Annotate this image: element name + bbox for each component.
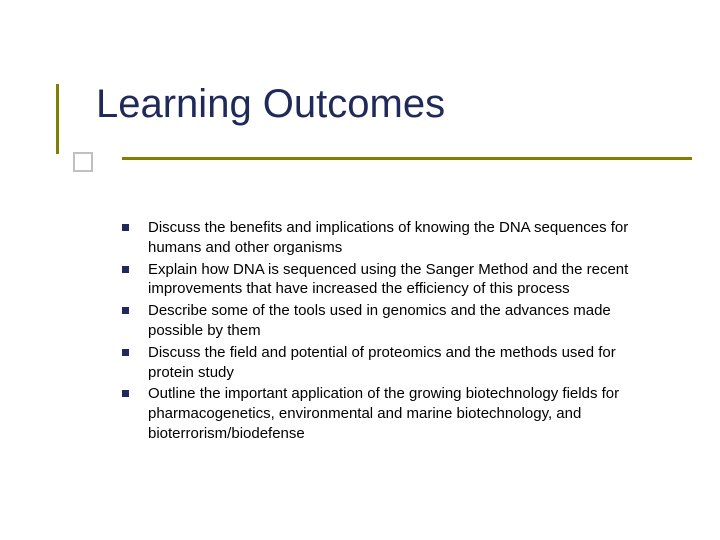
slide-title: Learning Outcomes [60, 82, 660, 126]
list-item: Outline the important application of the… [120, 384, 640, 443]
list-item: Explain how DNA is sequenced using the S… [120, 260, 640, 300]
bullet-list: Discuss the benefits and implications of… [120, 218, 640, 444]
title-underline [122, 157, 692, 160]
title-side-accent [56, 84, 59, 154]
list-item: Describe some of the tools used in genom… [120, 301, 640, 341]
corner-decoration [73, 152, 93, 172]
slide-body: Discuss the benefits and implications of… [120, 218, 640, 446]
title-wrap: Learning Outcomes [60, 82, 660, 154]
list-item: Discuss the benefits and implications of… [120, 218, 640, 258]
slide-container: Learning Outcomes Discuss the benefits a… [0, 0, 720, 540]
list-item: Discuss the field and potential of prote… [120, 343, 640, 383]
